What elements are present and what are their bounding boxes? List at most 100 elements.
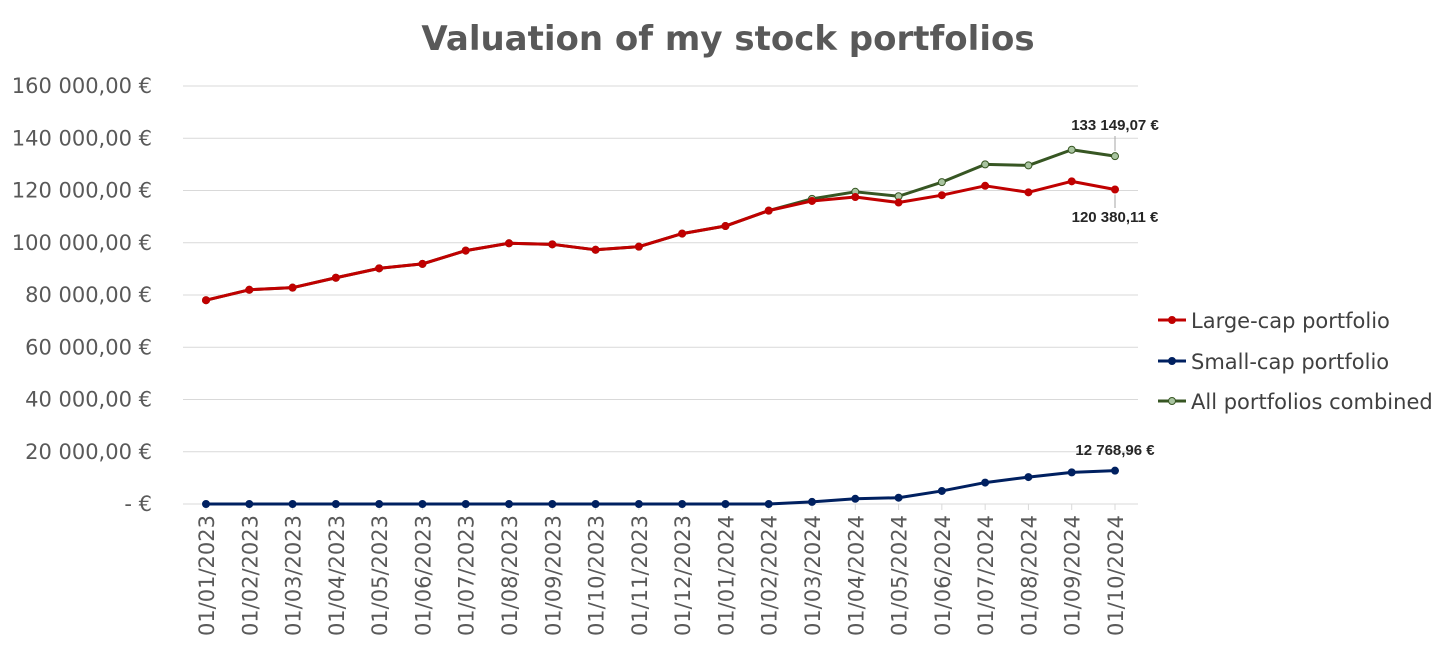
x-tick-label: 01/03/2023	[282, 515, 306, 636]
data-point	[937, 486, 946, 495]
x-tick-label: 01/05/2024	[888, 515, 912, 636]
x-tick-label: 01/04/2024	[844, 515, 868, 636]
data-point	[1024, 473, 1033, 482]
data-point	[634, 242, 643, 251]
data-point	[851, 193, 860, 202]
series-lines	[202, 145, 1119, 508]
y-tick-label: 120 000,00 €	[12, 179, 152, 203]
end-value-label: 133 149,07 €	[1071, 117, 1159, 134]
x-tick-label: 01/01/2023	[195, 515, 219, 636]
data-point	[418, 259, 427, 268]
data-point	[288, 283, 297, 292]
x-tick-label: 01/09/2023	[541, 515, 565, 636]
x-tick-label: 01/02/2023	[238, 515, 262, 636]
data-point	[808, 196, 816, 205]
x-tick-label: 01/11/2023	[628, 515, 652, 636]
legend-label: Small-cap portfolio	[1191, 350, 1389, 374]
data-point	[461, 500, 470, 508]
series-line	[205, 179, 1116, 302]
x-tick-label: 01/02/2024	[758, 515, 782, 636]
data-point	[245, 500, 254, 508]
legend: Large-cap portfolio Small-cap portfolio Al…	[1158, 309, 1433, 414]
data-point	[721, 500, 730, 508]
x-tick-label: 01/07/2024	[974, 515, 998, 636]
series-all-portfolios-combined	[202, 145, 1119, 305]
x-tick-label: 01/06/2024	[931, 515, 955, 636]
data-point	[548, 240, 557, 249]
data-point	[245, 285, 254, 294]
x-tick-label: 01/09/2024	[1061, 515, 1085, 636]
end-value-label: 12 768,96 €	[1075, 442, 1155, 459]
legend-swatch-marker	[1168, 397, 1176, 405]
legend-item: Large-cap portfolio	[1158, 309, 1390, 333]
legend-swatch-marker	[1168, 357, 1176, 365]
data-point	[591, 500, 600, 508]
y-tick-label: 20 000,00 €	[25, 440, 152, 464]
data-point	[1111, 152, 1119, 161]
y-tick-label: 140 000,00 €	[12, 126, 152, 150]
x-axis-ticks: 01/01/2023 01/02/2023 01/03/2023 01/04/2023…	[195, 504, 1128, 636]
x-tick-label: 01/08/2024	[1017, 515, 1041, 636]
x-tick-label: 01/12/2023	[671, 515, 695, 636]
series-line	[206, 469, 1116, 506]
data-point	[634, 500, 643, 508]
y-tick-label: 80 000,00 €	[25, 283, 152, 307]
series-large-cap-portfolio	[202, 177, 1119, 305]
data-point	[981, 181, 990, 190]
data-point	[981, 478, 990, 487]
data-point	[937, 178, 946, 187]
gridlines	[183, 85, 1138, 505]
x-tick-label: 01/06/2023	[411, 515, 435, 636]
data-point	[981, 160, 990, 169]
x-tick-label: 01/10/2024	[1104, 515, 1128, 636]
legend-swatch-marker	[1168, 316, 1176, 324]
legend-label: Large-cap portfolio	[1191, 309, 1390, 333]
data-point	[1024, 161, 1033, 170]
data-point	[375, 264, 384, 273]
data-point	[937, 191, 946, 200]
data-point	[331, 500, 340, 508]
data-point	[202, 500, 210, 508]
data-point	[678, 229, 687, 238]
x-tick-label: 01/01/2024	[714, 515, 738, 636]
data-point	[461, 246, 470, 255]
data-point	[851, 494, 860, 503]
x-tick-label: 01/03/2024	[801, 515, 825, 636]
data-point	[1067, 177, 1076, 186]
y-tick-label: 160 000,00 €	[12, 74, 152, 98]
legend-label: All portfolios combined	[1191, 390, 1433, 414]
data-point	[202, 296, 210, 305]
data-point	[418, 500, 427, 508]
y-tick-label: - €	[124, 492, 152, 516]
data-point	[894, 198, 903, 207]
y-tick-label: 100 000,00 €	[12, 231, 152, 255]
series-small-cap-portfolio	[202, 466, 1119, 508]
data-point	[548, 500, 557, 508]
x-tick-label: 01/07/2023	[455, 515, 479, 636]
data-point	[1024, 188, 1033, 197]
y-tick-label: 40 000,00 €	[25, 388, 152, 412]
data-point	[894, 493, 903, 502]
end-value-labels: 133 149,07 € 120 380,11 € 12 768,96 €	[1071, 117, 1159, 459]
data-point	[721, 222, 730, 231]
chart-title: Valuation of my stock portfolios	[421, 19, 1034, 59]
x-tick-label: 01/10/2023	[585, 515, 609, 636]
legend-item: All portfolios combined	[1158, 390, 1433, 414]
data-point	[375, 500, 384, 508]
data-point	[288, 500, 297, 508]
data-point	[505, 239, 513, 248]
data-point	[1111, 185, 1119, 194]
legend-item: Small-cap portfolio	[1158, 350, 1389, 374]
x-tick-label: 01/08/2023	[498, 515, 522, 636]
data-point	[764, 206, 773, 215]
data-point	[591, 245, 600, 254]
x-tick-label: 01/05/2023	[368, 515, 392, 636]
data-point	[1067, 145, 1076, 154]
data-point	[808, 497, 816, 506]
data-point	[764, 500, 773, 508]
data-point	[1067, 468, 1076, 477]
x-tick-label: 01/04/2023	[325, 515, 349, 636]
data-point	[1111, 466, 1119, 475]
y-axis-ticks: - € 20 000,00 € 40 000,00 € 60 000,00 € 80 0…	[12, 74, 152, 516]
